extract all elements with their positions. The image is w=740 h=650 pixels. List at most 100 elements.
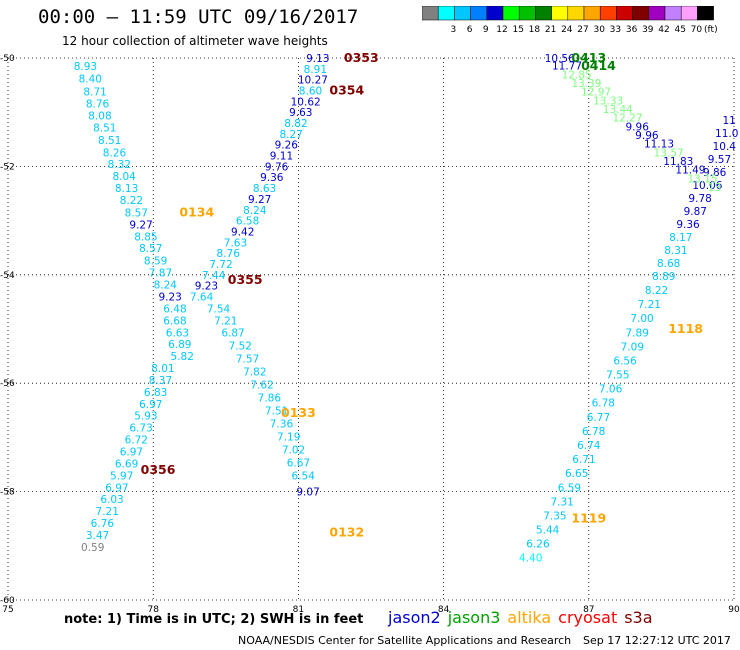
wave-height-value: 6.76 (91, 518, 115, 530)
wave-height-value: 6.68 (163, 315, 186, 327)
colorbar-bin (697, 6, 714, 21)
x-tick-label: 84 (438, 605, 450, 615)
wave-height-value: 7.52 (229, 340, 252, 352)
wave-height-value: 13.33 (593, 95, 623, 107)
wave-height-value: 9.23 (195, 281, 218, 293)
x-tick-label: 87 (583, 605, 594, 615)
wave-height-value: 7.36 (270, 418, 294, 430)
wave-height-value: 8.85 (134, 231, 157, 243)
wave-height-value: 10.27 (298, 75, 328, 87)
wave-height-value: 8.60 (299, 86, 322, 98)
wave-height-value: 6.26 (526, 539, 550, 551)
chart-subtitle: 12 hour collection of altimeter wave hei… (62, 34, 328, 48)
pass-label: 0134 (179, 204, 214, 219)
wave-height-value: 7.21 (214, 315, 237, 327)
pass-label: 0354 (329, 83, 364, 98)
colorbar-tick-label: 15 (512, 25, 523, 35)
pass-label: 0355 (228, 272, 263, 287)
wave-height-value: 8.26 (103, 147, 127, 159)
wave-height-value: 9.27 (248, 194, 271, 206)
y-tick-label: -56 (0, 379, 15, 389)
chart-title: 00:00 – 11:59 UTC 09/16/2017 (38, 6, 359, 28)
wave-height-value: 9.96 (635, 130, 659, 142)
wave-height-value: 8.31 (664, 245, 687, 257)
wave-height-value: 8.32 (108, 159, 131, 171)
wave-height-value: 9.23 (158, 291, 181, 303)
wave-height-value: 6.78 (592, 398, 615, 410)
wave-height-value: 12.27 (612, 113, 642, 125)
colorbar-tick-label: 70 (691, 25, 703, 35)
wave-height-value: 7.89 (626, 327, 649, 339)
colorbar-tick-label: 30 (593, 25, 605, 35)
wave-height-value: 6.73 (129, 423, 152, 435)
legend-item: jason2 (388, 608, 441, 627)
wave-height-value: 12.85 (562, 69, 592, 81)
wave-height-value: 7.06 (599, 384, 623, 396)
wave-height-value: 12.97 (581, 87, 611, 99)
wave-height-value: 8.68 (657, 258, 680, 270)
wave-height-value: 6.67 (287, 457, 310, 469)
wave-height-value: 10.62 (291, 96, 321, 108)
wave-height-value: 9.11 (270, 151, 293, 163)
wave-height-value: 8.01 (151, 363, 174, 375)
wave-height-value: 7.72 (209, 259, 232, 271)
wave-height-value: 8.51 (93, 122, 116, 134)
series-track-b: 9.138.9110.278.6010.629.638.828.279.269.… (190, 53, 330, 303)
wave-height-value: 11.83 (663, 156, 693, 168)
wave-height-value: 7.02 (282, 444, 305, 456)
wave-height-value: 9.63 (289, 107, 312, 119)
wave-height-value: 8.08 (88, 110, 111, 122)
footer-credit: NOAA/NESDIS Center for Satellite Applica… (238, 634, 572, 647)
colorbar-tick-label: 36 (626, 25, 638, 35)
wave-height-value: 9.87 (684, 206, 707, 218)
wave-height-value: 5.82 (171, 351, 194, 363)
wave-height-value: 7.21 (638, 299, 661, 311)
wave-height-value: 7.54 (207, 303, 231, 315)
wave-height-value: 7.09 (621, 341, 644, 353)
wave-height-value: 7.62 (250, 379, 273, 391)
wave-height-value: 13 (708, 182, 721, 194)
wave-height-value: 10.06 (692, 180, 722, 192)
wave-height-value: 7.63 (224, 237, 247, 249)
wave-height-value: 13.39 (571, 78, 601, 90)
wave-height-value: 7.35 (543, 510, 566, 522)
wave-height-value: 7.31 (550, 496, 573, 508)
pass-label: 0413 (571, 50, 606, 65)
wave-height-value: 9.96 (626, 121, 650, 133)
wave-height-value: 6.71 (572, 454, 595, 466)
wave-height-value: 6.56 (613, 355, 637, 367)
wave-height-value: 6.48 (163, 303, 186, 315)
wave-height-value: 6.58 (236, 216, 259, 228)
wave-height-value: 8.13 (115, 183, 138, 195)
pass-label: 0414 (581, 58, 616, 73)
colorbar-tick-label: 42 (658, 25, 669, 35)
pass-label: 0132 (329, 524, 364, 539)
x-tick-label: 78 (147, 605, 159, 615)
wave-height-value: 6.63 (166, 327, 189, 339)
wave-height-value: 9.57 (708, 154, 731, 166)
wave-height-value: 9.86 (703, 167, 727, 179)
wave-height-value: 8.37 (149, 375, 172, 387)
wave-height-value: 4.40 (519, 553, 542, 565)
legend-item: altika (507, 608, 552, 627)
wave-height-value: 8.22 (645, 285, 668, 297)
wave-height-value: 10.4 (713, 141, 737, 153)
series-track-b-south: 7.547.216.877.527.577.827.627.867.517.36… (207, 303, 320, 498)
colorbar-tick-label: 45 (674, 25, 685, 35)
pass-label: 0133 (281, 405, 316, 420)
y-tick-label: -52 (0, 162, 15, 172)
wave-height-value: 8.04 (112, 171, 136, 183)
wave-height-value: 9.27 (129, 219, 152, 231)
wave-height-value: 9.36 (260, 172, 284, 184)
colorbar-tick-label: 18 (529, 25, 541, 35)
wave-height-value: 6.83 (144, 387, 167, 399)
wave-height-value: 9.07 (296, 487, 319, 499)
x-tick-label: 75 (2, 605, 13, 615)
colorbar-tick-label: 27 (577, 25, 588, 35)
wave-height-value: 6.03 (100, 494, 123, 506)
wave-height-value: 5.97 (110, 470, 133, 482)
wave-height-value: 8.57 (125, 207, 148, 219)
wave-height-value: 8.63 (253, 183, 276, 195)
